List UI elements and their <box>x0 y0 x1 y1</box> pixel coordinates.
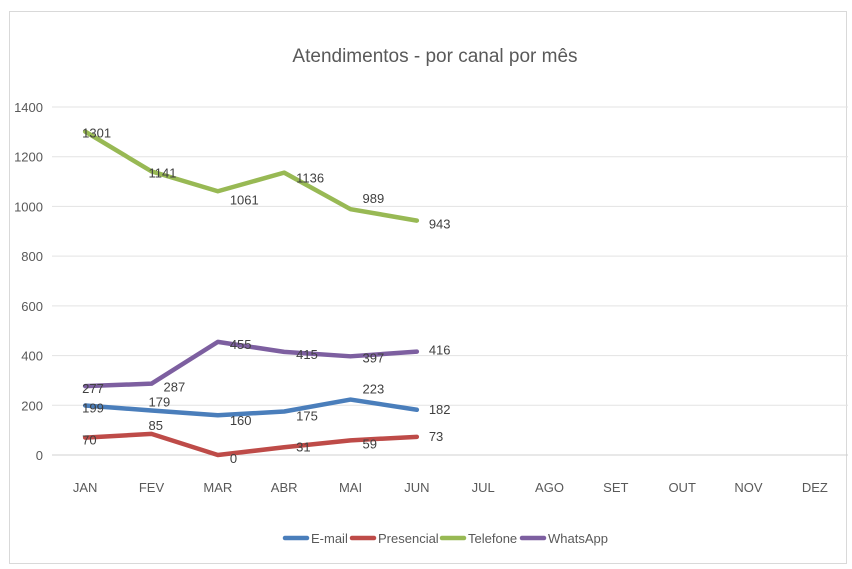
x-tick-label: SET <box>603 480 628 495</box>
x-tick-label: MAI <box>339 480 362 495</box>
data-labels: 199 179 160 175 223 182 70 85 0 31 59 73 1301 1141 106… <box>82 126 450 466</box>
series-line-presencial <box>82 431 420 458</box>
legend-label: Presencial <box>378 531 439 546</box>
data-label: 1301 <box>82 126 111 141</box>
y-tick-label: 800 <box>21 249 43 264</box>
y-tick-label: 0 <box>36 448 43 463</box>
legend-label: E-mail <box>311 531 348 546</box>
x-tick-label: ABR <box>271 480 298 495</box>
y-axis: 0 200 400 600 800 1000 1200 1400 <box>14 100 43 463</box>
data-label: 70 <box>82 433 96 448</box>
data-label: 223 <box>363 382 385 397</box>
data-label: 397 <box>363 350 385 365</box>
x-tick-label: MAR <box>203 480 232 495</box>
data-label: 415 <box>296 347 318 362</box>
y-tick-label: 400 <box>21 349 43 364</box>
x-axis: JAN FEV MAR ABR MAI JUN JUL AGO SET OUT NOV DEZ <box>73 480 828 495</box>
data-label: 1061 <box>230 192 259 207</box>
series-line-e-mail <box>82 397 420 418</box>
x-tick-label: DEZ <box>802 480 828 495</box>
x-tick-label: JUL <box>472 480 495 495</box>
data-label: 1141 <box>149 165 177 180</box>
chart-frame <box>9 11 847 564</box>
data-label: 455 <box>230 337 252 352</box>
data-label: 989 <box>363 191 385 206</box>
x-tick-label: AGO <box>535 480 564 495</box>
series-line-telefone <box>82 129 420 223</box>
legend-label: Telefone <box>468 531 517 546</box>
data-label: 943 <box>429 217 451 232</box>
series-lines <box>82 129 420 458</box>
data-label: 277 <box>82 381 104 396</box>
x-tick-label: NOV <box>734 480 763 495</box>
data-label: 1136 <box>296 171 324 186</box>
chart-title: Atendimentos - por canal por mês <box>292 46 577 67</box>
legend: E-mail Presencial Telefone WhatsApp <box>282 531 608 546</box>
y-tick-label: 600 <box>21 299 43 314</box>
data-label: 85 <box>149 418 163 433</box>
data-label: 287 <box>164 380 186 395</box>
data-label: 182 <box>429 402 451 417</box>
y-tick-label: 200 <box>21 398 43 413</box>
legend-label: WhatsApp <box>548 531 608 546</box>
series-line-whatsapp <box>82 339 420 389</box>
data-label: 179 <box>149 395 171 410</box>
data-label: 416 <box>429 343 451 358</box>
y-tick-label: 1200 <box>14 150 43 165</box>
y-tick-label: 1400 <box>14 100 43 115</box>
data-label: 31 <box>296 439 310 454</box>
x-tick-label: FEV <box>139 480 165 495</box>
data-label: 59 <box>363 436 377 451</box>
gridlines <box>52 106 848 456</box>
x-tick-label: JUN <box>404 480 429 495</box>
data-label: 73 <box>429 429 443 444</box>
x-tick-label: OUT <box>668 480 696 495</box>
data-label: 175 <box>296 409 318 424</box>
data-label: 160 <box>230 413 252 428</box>
y-tick-label: 1000 <box>14 199 43 214</box>
x-tick-label: JAN <box>73 480 98 495</box>
data-label: 0 <box>230 451 237 466</box>
data-label: 199 <box>82 401 104 416</box>
